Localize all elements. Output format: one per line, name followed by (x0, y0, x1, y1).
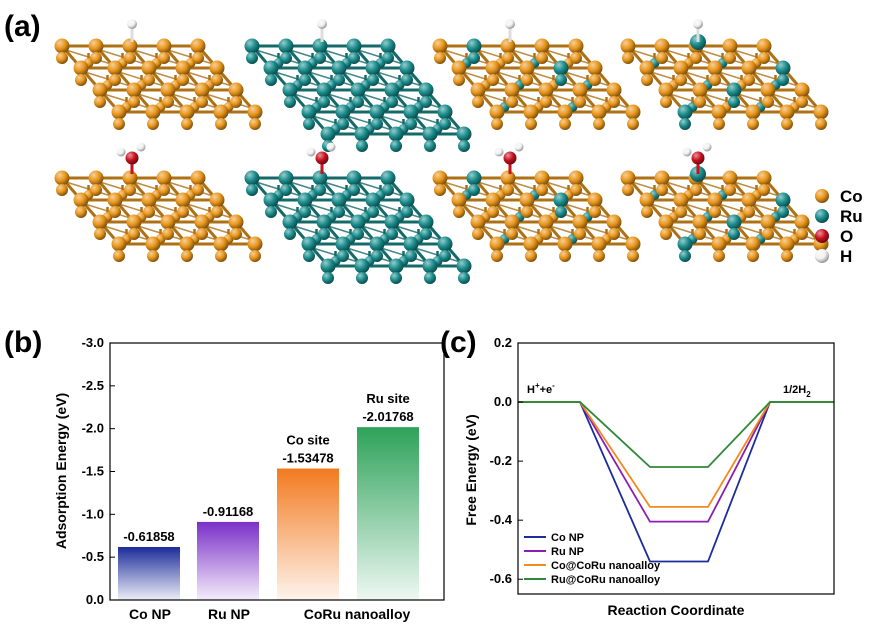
y-tick-label: -0.6 (490, 571, 512, 586)
series-line (518, 401, 834, 468)
slab-structure (620, 142, 829, 262)
panel-label-a: (a) (4, 10, 41, 43)
atomic-structures (54, 19, 829, 284)
y-tick-label: -1.0 (82, 506, 104, 521)
bar (357, 427, 419, 600)
bar-site-label: Ru site (366, 391, 409, 406)
hydrogen-atom (136, 142, 146, 152)
atom-legend-swatch (815, 249, 829, 263)
free-energy-diagram: 0.2 0.0 -0.2 -0.4 -0.6 Free Energy (eV) Reac… (463, 335, 835, 618)
y-tick-label: -2.0 (82, 421, 104, 436)
bar-value-label: -2.01768 (362, 409, 413, 424)
adsorption-energy-bar-chart: 0.0 -0.5 -1.0 -1.5 -2.0 -2.5 -3.0 -0.61858 -0.9… (53, 335, 445, 622)
oxygen-atom (315, 151, 329, 165)
hydrogen-atom (505, 19, 515, 29)
hydrogen-atom (317, 19, 327, 29)
bar-site-label: Co site (286, 433, 329, 448)
bar-value-label: -0.91168 (203, 504, 254, 519)
series-line (518, 401, 834, 508)
y-tick-label: -1.5 (82, 464, 104, 479)
atom-legend-label: Ru (840, 207, 863, 226)
legend-label: Ru@CoRu nanoalloy (551, 574, 661, 586)
slab-structure (244, 142, 472, 284)
oxygen-atom (503, 151, 517, 165)
state-label-start: H++e- (527, 381, 555, 396)
y-tick-label: 0.0 (494, 394, 512, 409)
hydrogen-atom (116, 147, 126, 157)
atom-legend-swatch (815, 229, 829, 243)
series-line (518, 401, 834, 523)
panel-label-b: (b) (4, 326, 42, 359)
slab-structure (54, 19, 263, 130)
slab-structure (432, 19, 641, 130)
atom-legend-label: H (840, 247, 852, 266)
bar (118, 547, 180, 600)
bar (277, 468, 339, 600)
chart-c-frame (517, 342, 835, 595)
slab-structure (620, 19, 829, 130)
bar-value-label: -1.53478 (282, 451, 333, 466)
hydrogen-atom (306, 147, 316, 157)
hydrogen-atom (514, 142, 524, 152)
y-tick-label: 0.0 (86, 592, 104, 607)
chart-c-x-axis-title: Reaction Coordinate (608, 602, 745, 618)
y-tick-label: -2.5 (82, 378, 104, 393)
panel-label-c: (c) (440, 326, 477, 359)
hydrogen-atom (693, 19, 703, 29)
atom-legend-label: Co (840, 187, 863, 206)
legend-label: Co@CoRu nanoalloy (551, 560, 661, 572)
oxygen-atom (691, 151, 705, 165)
bar-value-label: -0.61858 (123, 529, 174, 544)
oxygen-atom (125, 151, 139, 165)
atom-legend-swatch (815, 189, 829, 203)
chart-b-y-axis-title: Adsorption Energy (eV) (53, 393, 69, 549)
y-tick-label: -0.2 (490, 453, 512, 468)
y-tick-label: -0.5 (82, 549, 104, 564)
slab-structure (432, 142, 641, 262)
legend-label: Ru NP (551, 546, 584, 558)
y-tick-label: 0.2 (494, 335, 512, 350)
chart-c-legend: Co NP Ru NP Co@CoRu nanoalloy Ru@CoRu nanoa… (524, 532, 661, 586)
atom-legend-swatch (815, 209, 829, 223)
legend-label: Co NP (551, 532, 584, 544)
y-tick-label: -0.4 (490, 512, 513, 527)
slab-structure (54, 142, 263, 262)
state-label-end: 1/2H2 (783, 384, 811, 399)
hydrogen-atom (127, 19, 137, 29)
hydrogen-atom (682, 147, 692, 157)
atom-legend-label: O (840, 227, 853, 246)
hydrogen-atom (326, 142, 336, 152)
chart-c-y-axis-title: Free Energy (eV) (463, 414, 479, 525)
x-category-label: Ru NP (208, 606, 250, 622)
slab-structure (244, 19, 472, 152)
bar (197, 521, 259, 600)
x-category-label: Co NP (129, 606, 171, 622)
x-category-label: CoRu nanoalloy (304, 606, 411, 622)
hydrogen-atom (494, 147, 504, 157)
y-tick-label: -3.0 (82, 335, 104, 350)
hydrogen-atom (702, 142, 712, 152)
